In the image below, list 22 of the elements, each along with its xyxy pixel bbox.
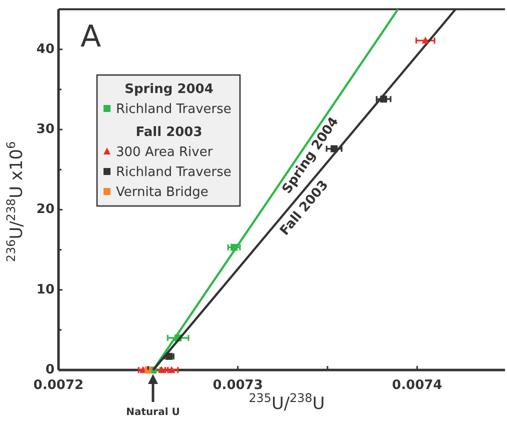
x-axis-title: $^{235}$U/$^{238}$U [248, 391, 325, 414]
x-tick-label: 0.0074 [392, 378, 442, 393]
y-tick-label: 40 [36, 42, 54, 57]
legend-label: 300 Area River [116, 145, 214, 160]
x-tick-label: 0.0073 [212, 378, 263, 393]
y-tick-label: 0 [45, 362, 54, 378]
point [166, 352, 173, 360]
text: Fall 2003 [136, 125, 202, 140]
legend-label: Richland Traverse [116, 165, 232, 180]
text: Spring 2004 [124, 82, 214, 97]
y-tick-label: 30 [36, 122, 54, 138]
y-tick-label: 10 [36, 282, 54, 298]
point [422, 36, 429, 44]
point [380, 96, 388, 103]
annotation: A [80, 19, 102, 54]
legend-label: Richland Traverse [116, 102, 232, 117]
y-tick-label: 20 [36, 202, 54, 218]
x-tick-label: 0.0072 [33, 378, 84, 393]
point [144, 366, 152, 374]
text: Natural U [126, 407, 180, 418]
point [230, 244, 238, 251]
legend-label: Vernita Bridge [116, 185, 208, 200]
